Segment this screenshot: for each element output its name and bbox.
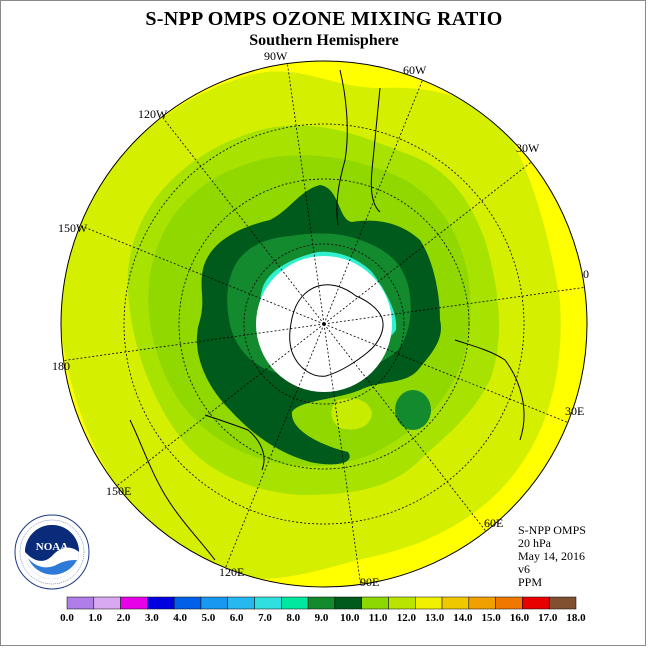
colorbar-tick-label: 13.0 <box>425 612 445 624</box>
lon-label-0: 0 <box>583 267 589 281</box>
colorbar-swatch <box>120 596 148 610</box>
colorbar-swatch <box>227 596 255 610</box>
noaa-logo: NOAA <box>14 514 90 590</box>
colorbar-tick-label: 12.0 <box>397 612 417 624</box>
colorbar-swatch <box>522 596 550 610</box>
colorbar-tick-label: 5.0 <box>202 612 216 624</box>
colorbar-swatch <box>415 596 443 610</box>
lon-label-90w: 90W <box>264 49 288 63</box>
lon-label-120e: 120E <box>219 565 244 579</box>
ozone-field-patch <box>331 398 372 430</box>
info-instrument: S-NPP OMPS <box>518 523 586 537</box>
colorbar-tick-label: 3.0 <box>145 612 159 624</box>
colorbar-tick-label: 0.0 <box>60 612 74 624</box>
lon-label-120w: 120W <box>138 107 168 121</box>
map-subtitle: Southern Hemisphere <box>249 32 399 49</box>
colorbar-tick-label: 2.0 <box>117 612 131 624</box>
lon-label-150w: 150W <box>58 221 88 235</box>
lon-label-150e: 150E <box>106 484 131 498</box>
colorbar-swatch <box>468 596 496 610</box>
colorbar-swatch <box>495 596 523 610</box>
colorbar-tick-label: 14.0 <box>453 612 473 624</box>
colorbar-tick-label: 8.0 <box>286 612 300 624</box>
coastlines <box>129 69 525 561</box>
colorbar-tick-label: 18.0 <box>566 612 586 624</box>
colorbar: 0.0 1.0 2.0 3.0 4.0 5.0 6.0 7.0 8.0 9.0 10.0 11.0 12… <box>60 596 586 624</box>
colorbar-tick-label: 17.0 <box>538 612 558 624</box>
colorbar-tick-label: 9.0 <box>315 612 329 624</box>
lon-label-60e: 60E <box>484 516 503 530</box>
colorbar-tick-label: 1.0 <box>88 612 102 624</box>
info-units: PPM <box>518 575 543 589</box>
noaa-logo-text: NOAA <box>36 541 68 553</box>
colorbar-swatch <box>147 596 175 610</box>
colorbar-swatch <box>281 596 309 610</box>
colorbar-swatch <box>173 596 202 610</box>
colorbar-swatch <box>93 596 121 610</box>
colorbar-tick-label: 7.0 <box>258 612 272 624</box>
colorbar-swatch <box>66 596 95 610</box>
colorbar-swatch <box>307 596 336 610</box>
lon-label-90e: 90E <box>360 575 379 589</box>
colorbar-swatch <box>334 596 362 610</box>
colorbar-swatch <box>361 596 389 610</box>
colorbar-swatch <box>254 596 282 610</box>
map-boundary <box>60 60 588 588</box>
lon-label-30e: 30E <box>565 404 584 418</box>
ozone-cell-dark <box>395 390 431 430</box>
info-version: v6 <box>518 562 530 576</box>
info-block: S-NPP OMPS 20 hPa May 14, 2016 v6 PPM <box>518 524 586 589</box>
lon-label-30w: 30W <box>516 141 540 155</box>
lon-label-60w: 60W <box>403 63 427 77</box>
map-title: S-NPP OMPS OZONE MIXING RATIO <box>145 8 503 30</box>
colorbar-swatch <box>388 596 416 610</box>
info-date: May 14, 2016 <box>518 549 585 563</box>
pole-marker <box>322 322 326 326</box>
lon-label-180: 180 <box>52 359 70 373</box>
colorbar-tick-label: 10.0 <box>340 612 360 624</box>
colorbar-tick-label: 6.0 <box>230 612 244 624</box>
colorbar-swatch <box>548 596 577 610</box>
info-pressure: 20 hPa <box>518 536 551 550</box>
colorbar-swatch <box>200 596 228 610</box>
colorbar-tick-label: 15.0 <box>482 612 502 624</box>
colorbar-tick-label: 4.0 <box>173 612 187 624</box>
graticule <box>123 123 525 525</box>
colorbar-tick-label: 11.0 <box>369 612 388 624</box>
colorbar-swatch <box>441 596 470 610</box>
colorbar-tick-label: 16.0 <box>510 612 530 624</box>
